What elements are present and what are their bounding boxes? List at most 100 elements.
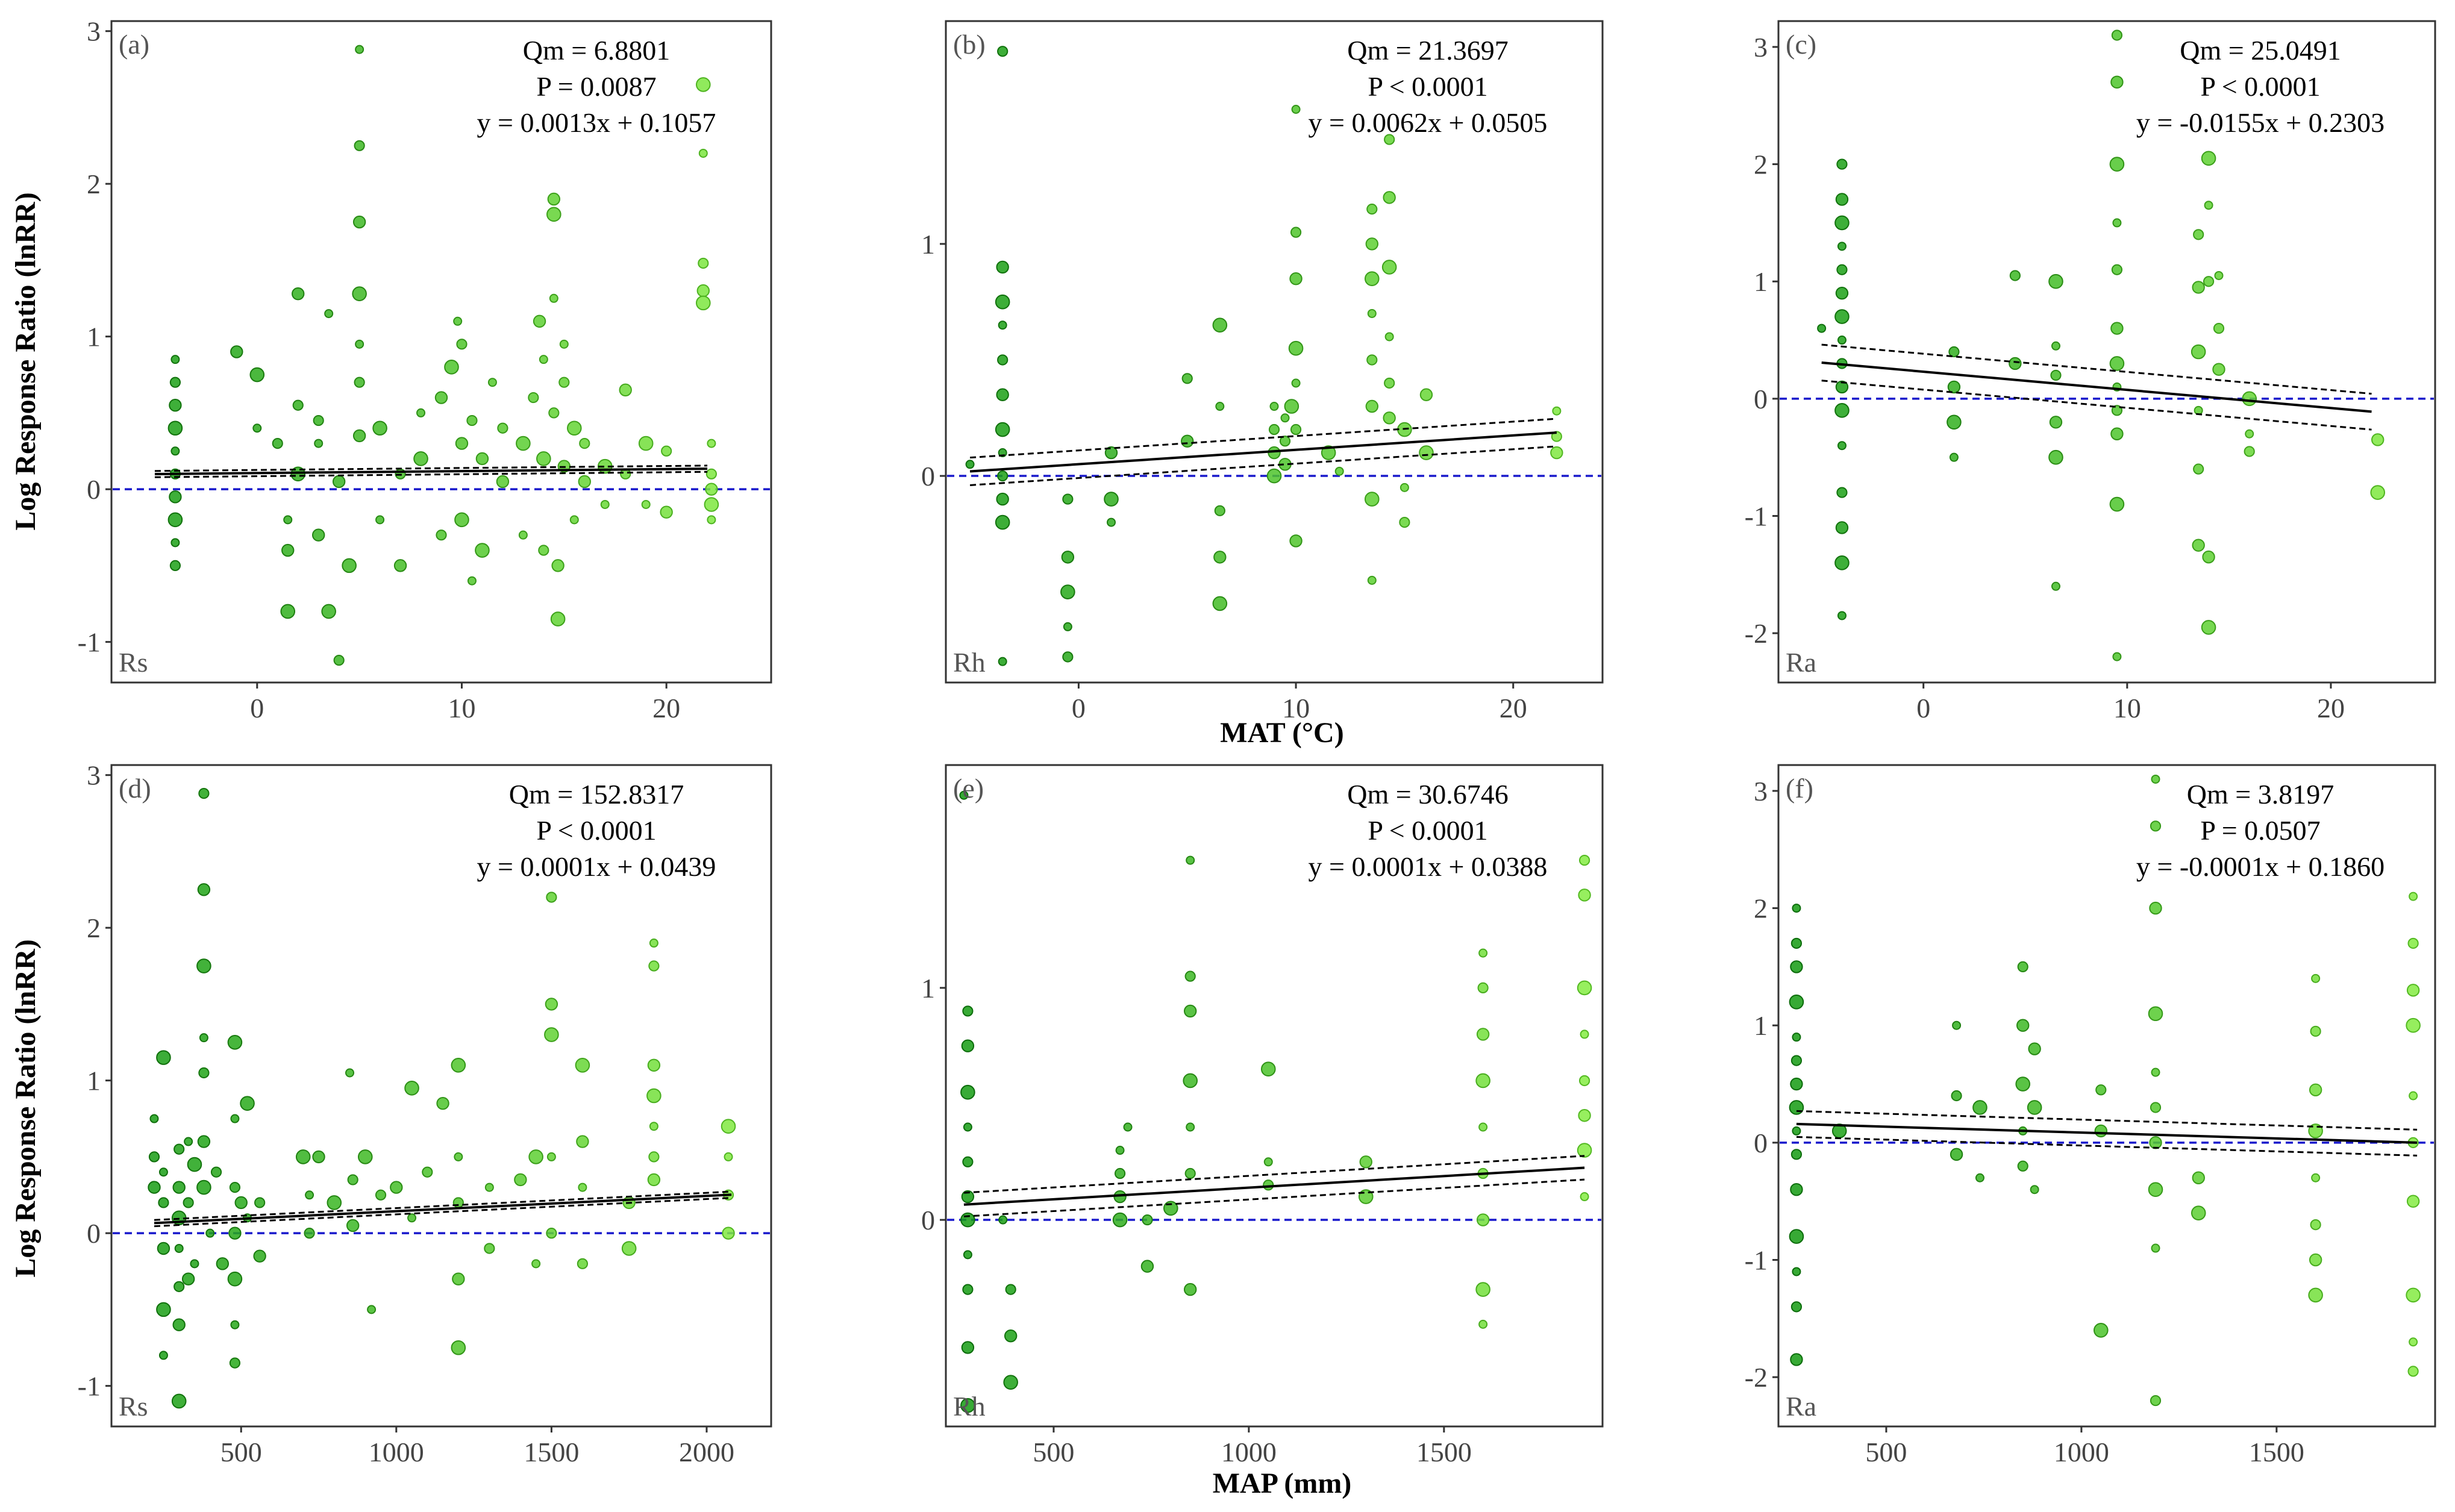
data-point [149,1114,159,1123]
data-point [1062,493,1074,505]
data-point [210,1166,222,1178]
data-point [1837,336,1847,345]
data-point [705,468,717,480]
data-point [1062,651,1074,663]
stats-line-3: y = 0.0001x + 0.0388 [1309,851,1548,882]
data-point [1061,551,1075,564]
data-point [2192,281,2205,294]
data-point [496,475,510,489]
data-point [227,1034,243,1050]
data-point [2407,937,2419,949]
data-point [2151,774,2160,784]
data-point [962,1284,974,1295]
data-point [1214,505,1225,516]
data-point [1280,413,1290,423]
data-point [156,1302,171,1317]
x-tick-label: 1000 [2054,1437,2109,1467]
data-point [998,320,1007,330]
panel-label: (f) [1786,773,1813,804]
data-point [705,483,718,496]
data-point [292,399,304,411]
data-point [484,1243,495,1254]
data-point [311,528,325,542]
data-point [169,560,181,571]
data-point [1837,441,1847,451]
panel-c: -2 -1 0 1 2 3 0 10 20 (c) Ra Qm = 25.0491 P < 0.0001… [1745,20,2436,723]
data-point [2151,1243,2160,1253]
data-point [1367,308,1377,318]
data-point [1578,1075,1590,1087]
data-point [1478,1122,1488,1132]
data-point [1835,380,1849,394]
data-point [696,77,711,92]
data-point [1834,215,1850,231]
data-point [375,1189,387,1201]
data-point [550,611,566,626]
data-point [283,515,293,525]
data-point [2203,276,2215,287]
data-point [216,1257,230,1270]
data-point [1365,492,1380,507]
data-point [407,1213,417,1223]
data-point [184,1137,193,1146]
data-point [961,1341,975,1354]
data-point [1476,1213,1490,1226]
data-point [1289,534,1303,548]
x-tick-label: 500 [1865,1437,1907,1467]
data-point [963,1250,972,1260]
data-point [528,1149,543,1164]
stats-line-2: P < 0.0001 [1368,71,1487,102]
data-point [528,392,539,404]
data-point [998,657,1007,666]
y-tick-label: -1 [78,627,101,658]
x-tick-label: 20 [652,693,680,723]
data-point [475,543,490,558]
data-point [2149,1136,2162,1149]
data-point [2048,449,2063,465]
data-point [312,1150,325,1164]
data-point [1947,414,1962,430]
x-tick-label: 2000 [679,1437,734,1467]
variable-label: Ra [1786,647,1816,678]
data-point [1476,1028,1490,1041]
data-point [996,388,1009,401]
data-point [1284,399,1299,414]
data-point [1975,1173,1984,1182]
data-point [230,345,243,358]
x-tick-label: 1000 [369,1437,424,1467]
data-point [281,543,295,557]
data-point [413,451,428,466]
data-point [1836,264,1848,275]
data-point [960,1084,975,1100]
data-point [148,1181,161,1194]
data-point [2193,463,2204,475]
data-point [2311,973,2321,983]
data-point [2109,157,2125,172]
data-point [2015,1076,2031,1092]
data-point [1834,309,1850,324]
y-tick-label: 2 [1754,149,1768,180]
stats-line-1: Qm = 6.8801 [523,35,670,66]
data-point [1790,1055,1803,1066]
data-point [2370,485,2386,500]
x-tick-label: 20 [1500,693,1527,723]
panel-d: -1 0 1 2 3 500 1000 1500 2000 (d) Rs Qm = 152.8317 P… [78,760,772,1467]
data-point [997,354,1009,366]
data-point [352,286,367,301]
data-point [1003,1375,1018,1390]
data-point [2310,1219,2321,1231]
x-tick-label: 1000 [1221,1437,1277,1467]
data-point [996,260,1009,274]
y-tick-label: 1 [921,973,935,1004]
data-point [1269,402,1279,411]
data-point [1837,242,1847,251]
data-point [2093,1322,2109,1338]
data-point [569,515,579,525]
data-point [995,514,1010,530]
data-point [1288,340,1304,356]
data-point [2192,1171,2205,1184]
data-point [2245,429,2254,439]
data-point [1475,1073,1490,1089]
data-point [1578,1109,1591,1122]
